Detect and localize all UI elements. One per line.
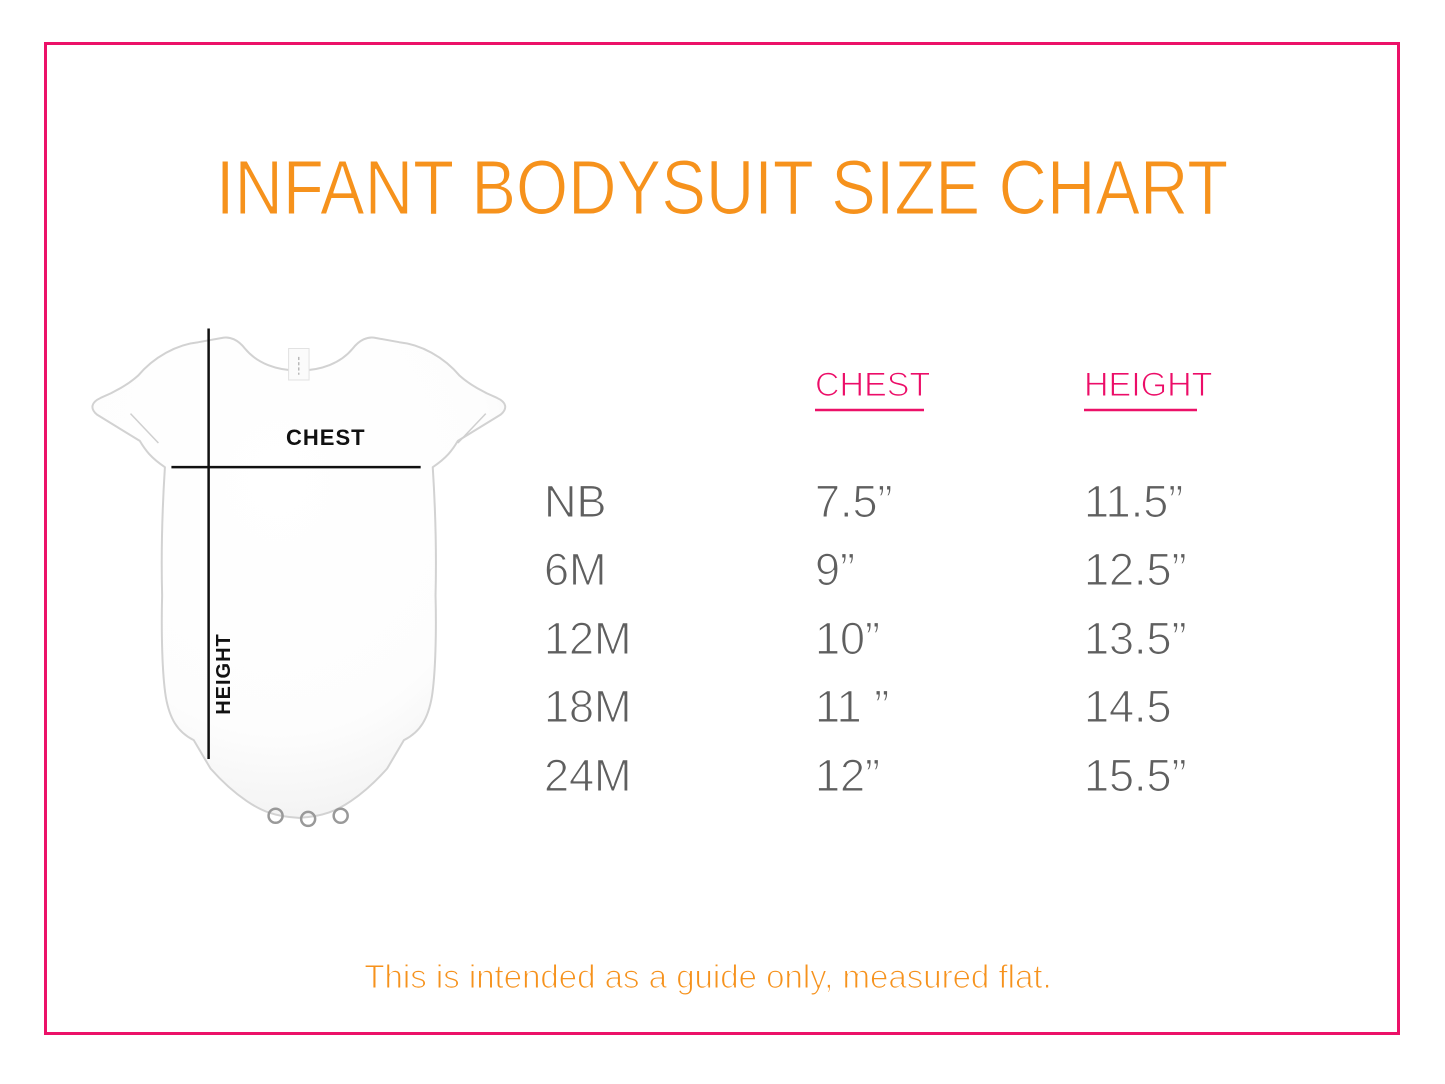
svg-text:18M: 18M bbox=[544, 681, 632, 732]
svg-text:10”: 10” bbox=[815, 613, 880, 664]
svg-text:INFANT BODYSUIT SIZE CHART: INFANT BODYSUIT SIZE CHART bbox=[216, 146, 1228, 231]
svg-text:7.5”: 7.5” bbox=[815, 476, 893, 527]
svg-text:CHEST: CHEST bbox=[286, 425, 366, 450]
svg-text:14.5: 14.5 bbox=[1084, 681, 1172, 732]
svg-text:NB: NB bbox=[544, 476, 607, 527]
svg-text:11 ”: 11 ” bbox=[815, 681, 889, 732]
svg-text:CHEST: CHEST bbox=[815, 366, 930, 404]
svg-text:12”: 12” bbox=[815, 750, 880, 801]
svg-text:12M: 12M bbox=[544, 613, 632, 664]
svg-text:HEIGHT: HEIGHT bbox=[213, 633, 235, 715]
svg-text:9”: 9” bbox=[815, 544, 855, 595]
svg-text:12.5”: 12.5” bbox=[1084, 544, 1187, 595]
svg-text:15.5”: 15.5” bbox=[1084, 750, 1187, 801]
svg-text:HEIGHT: HEIGHT bbox=[1084, 366, 1212, 404]
svg-text:11.5”: 11.5” bbox=[1084, 476, 1183, 527]
svg-text:13.5”: 13.5” bbox=[1084, 613, 1187, 664]
svg-text:This is intended as a guide on: This is intended as a guide only, measur… bbox=[364, 958, 1051, 995]
svg-text:24M: 24M bbox=[544, 750, 632, 801]
svg-text:6M: 6M bbox=[544, 544, 607, 595]
